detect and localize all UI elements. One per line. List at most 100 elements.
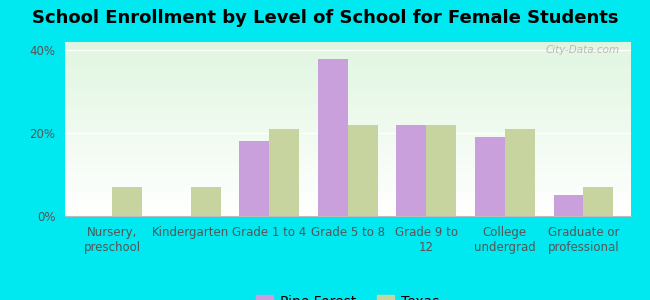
Bar <box>65 178 630 179</box>
Bar <box>65 75 630 77</box>
Bar <box>65 85 630 87</box>
Bar <box>318 58 348 216</box>
Bar <box>65 190 630 192</box>
Bar <box>65 169 630 171</box>
Bar <box>269 129 299 216</box>
Bar <box>65 47 630 49</box>
Bar <box>65 183 630 185</box>
Bar <box>65 204 630 206</box>
Bar <box>65 42 630 44</box>
Bar <box>65 98 630 99</box>
Bar <box>65 70 630 72</box>
Bar <box>554 195 584 216</box>
Bar <box>65 167 630 169</box>
Bar <box>65 101 630 103</box>
Bar <box>65 125 630 127</box>
Bar <box>65 186 630 188</box>
Bar <box>65 192 630 194</box>
Bar <box>65 174 630 176</box>
Bar <box>65 181 630 183</box>
Bar <box>65 108 630 110</box>
Bar <box>65 54 630 56</box>
Bar <box>65 159 630 160</box>
Bar <box>65 120 630 122</box>
Bar <box>65 64 630 66</box>
Bar <box>65 172 630 174</box>
Bar <box>65 200 630 202</box>
Bar <box>65 77 630 79</box>
Bar <box>65 117 630 118</box>
Bar <box>65 138 630 140</box>
Bar <box>190 187 220 216</box>
Bar <box>65 96 630 98</box>
Bar <box>65 211 630 212</box>
Text: School Enrollment by Level of School for Female Students: School Enrollment by Level of School for… <box>32 9 618 27</box>
Bar <box>65 185 630 186</box>
Bar <box>65 59 630 61</box>
Bar <box>65 61 630 63</box>
Bar <box>65 202 630 204</box>
Bar <box>65 133 630 134</box>
Bar <box>65 146 630 148</box>
Bar <box>65 73 630 75</box>
Bar <box>65 127 630 129</box>
Bar <box>65 103 630 105</box>
Bar <box>112 187 142 216</box>
Bar <box>65 148 630 150</box>
Bar <box>65 164 630 166</box>
Bar <box>65 160 630 162</box>
Bar <box>65 84 630 85</box>
Bar <box>65 94 630 96</box>
Bar <box>65 166 630 167</box>
Bar <box>65 179 630 181</box>
Bar <box>65 195 630 197</box>
Bar <box>505 129 535 216</box>
Bar <box>65 68 630 70</box>
Bar <box>65 134 630 136</box>
Bar <box>65 115 630 117</box>
Bar <box>65 92 630 94</box>
Bar <box>65 79 630 80</box>
Bar <box>65 171 630 172</box>
Bar <box>65 188 630 190</box>
Text: City-Data.com: City-Data.com <box>545 46 619 56</box>
Bar <box>65 150 630 152</box>
Bar <box>65 113 630 115</box>
Bar <box>426 125 456 216</box>
Bar <box>65 106 630 108</box>
Bar <box>65 176 630 178</box>
Bar <box>65 197 630 199</box>
Bar <box>65 145 630 146</box>
Bar <box>348 125 378 216</box>
Bar <box>65 72 630 73</box>
Bar <box>65 51 630 52</box>
Bar <box>65 91 630 92</box>
Bar <box>65 212 630 214</box>
Bar <box>65 46 630 47</box>
Bar <box>65 87 630 89</box>
Bar <box>475 137 505 216</box>
Legend: Pine Forest, Texas: Pine Forest, Texas <box>251 289 445 300</box>
Bar <box>65 52 630 54</box>
Bar <box>65 199 630 200</box>
Bar <box>65 58 630 59</box>
Bar <box>65 82 630 84</box>
Bar <box>65 105 630 106</box>
Bar <box>65 118 630 120</box>
Bar <box>65 110 630 112</box>
Bar <box>65 80 630 82</box>
Bar <box>65 194 630 195</box>
Bar <box>65 162 630 164</box>
Bar <box>65 136 630 138</box>
Bar <box>396 125 426 216</box>
Bar <box>584 187 613 216</box>
Bar <box>65 206 630 207</box>
Bar <box>65 143 630 145</box>
Bar <box>65 214 630 216</box>
Bar <box>65 49 630 51</box>
Bar <box>65 124 630 125</box>
Bar <box>65 141 630 143</box>
Bar <box>65 122 630 124</box>
Bar <box>65 89 630 91</box>
Bar <box>65 209 630 211</box>
